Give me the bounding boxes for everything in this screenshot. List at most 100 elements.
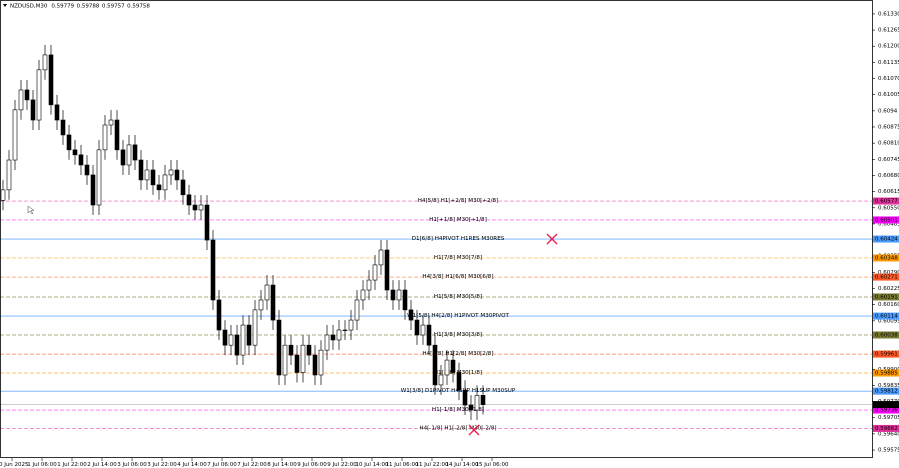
header-field: NZDUSD,M30: [10, 3, 48, 9]
price-badge-label: 0.60501: [875, 217, 898, 223]
y-tick-label: 0.59575: [878, 448, 899, 454]
candle-body: [372, 264, 378, 281]
candle-body: [390, 289, 396, 301]
candle-body: [168, 169, 174, 176]
candle-body: [336, 329, 342, 341]
candle-body: [72, 149, 78, 156]
price-badge: [873, 235, 899, 243]
candle-body: [258, 299, 264, 311]
x-tick-label: 7 Jul 22:00: [237, 462, 267, 468]
level-label: D1[6/8] H4PIVOT H1RES M30RES: [412, 236, 505, 242]
candle-body: [6, 159, 12, 191]
cross-marker: [546, 233, 558, 245]
candle-body: [252, 309, 258, 346]
price-badge-label: 0.60271: [875, 275, 898, 281]
candle-body: [126, 144, 132, 166]
y-tick-label: 0.60290: [878, 270, 899, 276]
candle-body: [270, 284, 276, 321]
price-axis: 0.595750.596400.597050.597700.598350.599…: [0, 11, 899, 468]
current-price-label: 0.59758: [875, 402, 898, 408]
candle-body: [66, 134, 72, 151]
candle-body: [102, 124, 108, 151]
y-tick-label: 0.60160: [878, 302, 899, 308]
candle-body: [18, 89, 24, 111]
candle-body: [78, 154, 84, 166]
price-badge: [873, 216, 899, 224]
x-tick-label: 1 Jul 22:00: [57, 462, 87, 468]
price-badge: [873, 293, 899, 301]
candle-body: [432, 344, 438, 386]
candle-body: [0, 189, 6, 201]
x-tick-label: 9 Jul 22:00: [327, 462, 357, 468]
price-badge: [873, 312, 899, 320]
candle-body: [360, 289, 366, 301]
candle-body: [462, 389, 468, 406]
menu-arrow[interactable]: [3, 4, 7, 7]
candle-body: [420, 324, 426, 336]
x-tick-label: 8 Jul 14:00: [267, 462, 297, 468]
candle-body: [348, 319, 354, 331]
header: NZDUSD,M30 0.59779 0.59788 0.59757 0.59758: [3, 3, 150, 9]
y-tick-label: 0.60225: [878, 286, 899, 292]
x-tick-label: 1 Jul 06:00: [27, 462, 57, 468]
candle-body: [480, 395, 486, 405]
price-badge: [873, 406, 899, 414]
price-badge: [873, 350, 899, 358]
y-tick-label: 0.59705: [878, 415, 899, 421]
price-badge: [873, 197, 899, 205]
x-tick-label: 15 Jul 06:00: [476, 462, 509, 468]
candle-body: [246, 324, 252, 346]
candle-body: [276, 319, 282, 376]
candle-body: [24, 89, 30, 101]
price-badge-label: 0.60038: [875, 332, 898, 338]
header-field: 0.59779: [51, 3, 74, 9]
candle-body: [426, 324, 432, 346]
price-badge-label: 0.60577: [875, 199, 898, 205]
level-label: H1[5/8] M30[5/8]: [434, 294, 482, 300]
price-badge-label: 0.60348: [875, 255, 898, 261]
candle-body: [450, 359, 456, 373]
candle-body: [288, 344, 294, 356]
cross-markers: [468, 233, 558, 436]
candle-body: [84, 164, 90, 176]
candle-body: [114, 119, 120, 151]
price-badge-label: 0.59662: [875, 426, 898, 432]
y-tick-label: 0.61005: [878, 92, 899, 98]
candle-body: [264, 284, 270, 301]
candle-body: [240, 324, 246, 356]
candle-body: [138, 159, 144, 181]
level-label: W1[5/8] H4[2/8] H1PIVOT M30PIVOT: [407, 313, 509, 319]
candle-body: [144, 169, 150, 181]
candle-body: [378, 249, 384, 266]
candle-body: [384, 249, 390, 291]
candle-body: [42, 54, 48, 71]
current-price-badge: [873, 401, 899, 409]
candle-body: [36, 69, 42, 121]
level-label: W1[3/8] D1PIVOT H4SUP H1SUP M30SUP: [401, 388, 516, 394]
cross-marker: [468, 424, 480, 436]
candle-body: [456, 372, 462, 391]
level-label: H1[-1/8] M30[-1/8]: [432, 407, 484, 413]
header-field: 0.59758: [127, 3, 150, 9]
candle-body: [414, 319, 420, 336]
price-badge: [873, 331, 899, 339]
candle-body: [180, 179, 186, 196]
candle-body: [234, 334, 240, 356]
y-tick-label: 0.60550: [878, 205, 899, 211]
price-badge-label: 0.60424: [875, 237, 898, 243]
candle-body: [294, 354, 300, 373]
price-badge: [873, 273, 899, 281]
candle-body: [30, 99, 36, 121]
candle-body: [108, 119, 114, 126]
y-tick-label: 0.60810: [878, 141, 899, 147]
x-tick-label: 4 Jul 14:00: [177, 462, 207, 468]
header-field: 0.59757: [102, 3, 125, 9]
price-badge-label: 0.60114: [875, 314, 898, 320]
x-tick-label: 7 Jul 06:00: [207, 462, 237, 468]
level-label: H4[-1/8] H1[-2/8] M30[-2/8]: [419, 425, 496, 431]
candle-body: [156, 184, 162, 191]
level-label: H1[7/8] M30[7/8]: [434, 255, 482, 261]
x-tick-label: 14 Jul 14:00: [446, 462, 479, 468]
x-tick-label: 9 Jul 06:00: [297, 462, 327, 468]
